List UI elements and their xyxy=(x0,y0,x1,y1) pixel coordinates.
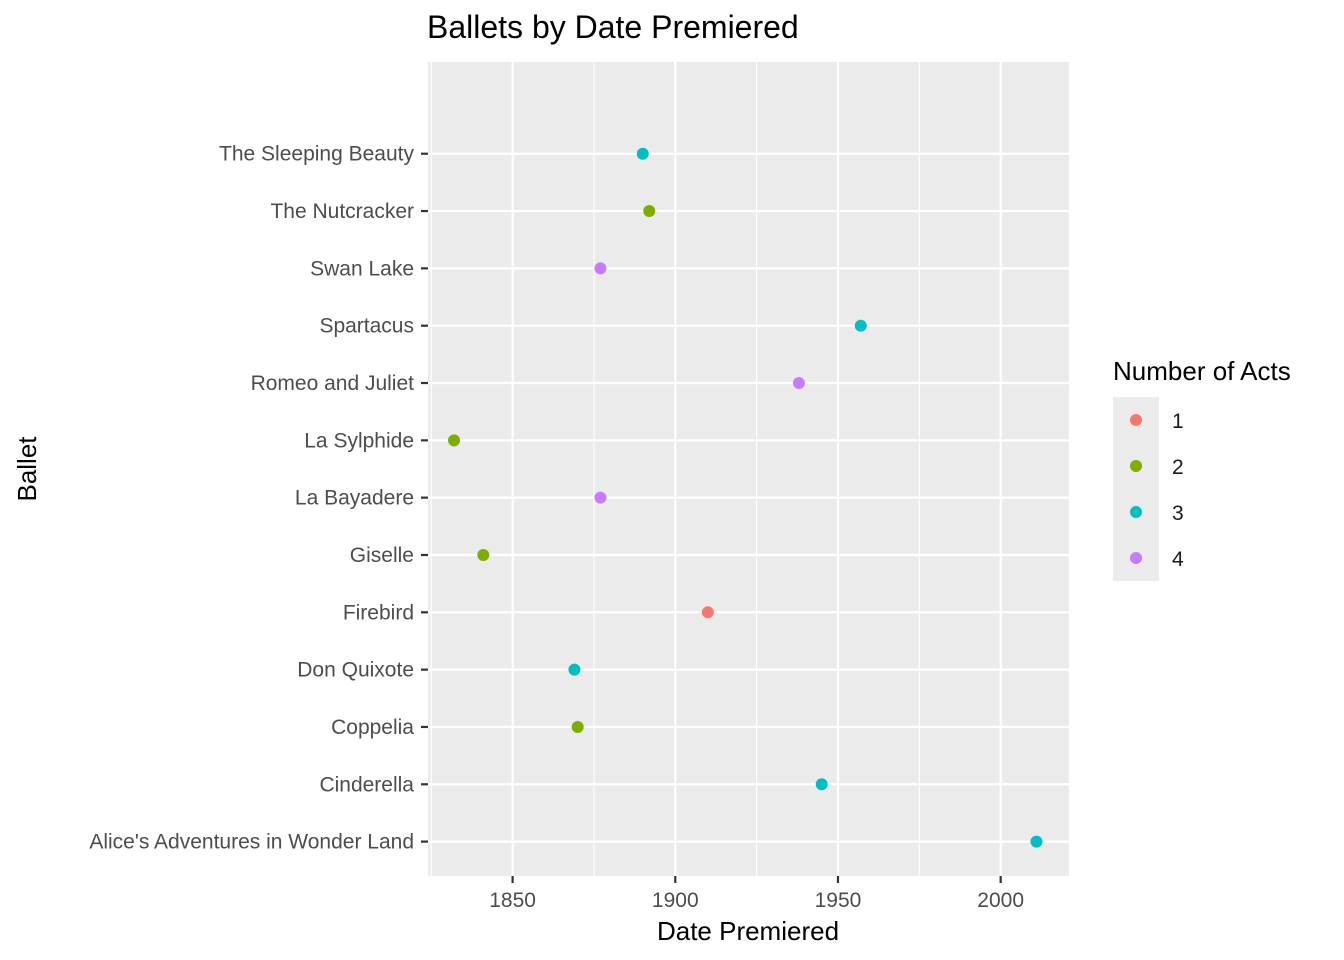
y-tick-label: Firebird xyxy=(343,601,414,624)
legend-key-background xyxy=(1113,397,1159,581)
y-tick-label: Swan Lake xyxy=(310,257,414,280)
data-point xyxy=(792,377,805,390)
data-points xyxy=(448,147,1043,848)
x-tick-label: 2000 xyxy=(977,889,1024,912)
plot-panel xyxy=(428,62,1069,876)
y-tick-label: La Bayadere xyxy=(295,487,414,510)
grid-lines xyxy=(428,62,1069,876)
y-tick-label: Cinderella xyxy=(319,773,414,796)
y-tick-label: Romeo and Juliet xyxy=(251,372,415,395)
data-point xyxy=(448,434,461,447)
x-axis: 1850 1900 1950 2000 xyxy=(489,876,1024,912)
x-tick-label: 1950 xyxy=(815,889,862,912)
data-point xyxy=(477,548,490,561)
legend-label: 1 xyxy=(1172,410,1184,433)
data-point xyxy=(594,262,607,275)
legend-label: 2 xyxy=(1172,456,1184,479)
y-tick-label: Giselle xyxy=(350,544,414,567)
y-tick-label: The Nutcracker xyxy=(270,200,414,223)
legend-key xyxy=(1130,552,1142,564)
y-tick-label: Alice's Adventures in Wonder Land xyxy=(89,831,414,854)
y-axis: Alice's Adventures in Wonder Land Cindere… xyxy=(89,143,428,854)
legend-title: Number of Acts xyxy=(1113,356,1291,386)
chart-title: Ballets by Date Premiered xyxy=(427,9,799,45)
x-axis-title: Date Premiered xyxy=(657,916,839,946)
y-tick-label: Coppelia xyxy=(331,716,414,739)
legend: Number of Acts 1 2 3 4 xyxy=(1113,356,1291,581)
data-point xyxy=(701,606,714,619)
y-tick-label: Spartacus xyxy=(319,315,414,338)
y-axis-title: Ballet xyxy=(12,436,42,502)
legend-items: 1 2 3 4 xyxy=(1130,410,1184,571)
x-tick-label: 1900 xyxy=(652,889,699,912)
data-point xyxy=(594,491,607,504)
legend-label: 4 xyxy=(1172,548,1184,571)
data-point xyxy=(568,663,581,676)
data-point xyxy=(643,205,656,218)
data-point xyxy=(854,319,867,332)
data-point xyxy=(571,720,584,733)
data-point xyxy=(815,778,828,791)
y-tick-label: Don Quixote xyxy=(297,659,414,682)
legend-key xyxy=(1130,460,1142,472)
data-point xyxy=(636,147,649,160)
y-tick-label: The Sleeping Beauty xyxy=(219,143,414,166)
legend-label: 3 xyxy=(1172,502,1184,525)
x-tick-label: 1850 xyxy=(489,889,536,912)
legend-key xyxy=(1130,414,1142,426)
y-tick-label: La Sylphide xyxy=(304,429,414,452)
data-point xyxy=(1030,835,1043,848)
legend-key xyxy=(1130,506,1142,518)
